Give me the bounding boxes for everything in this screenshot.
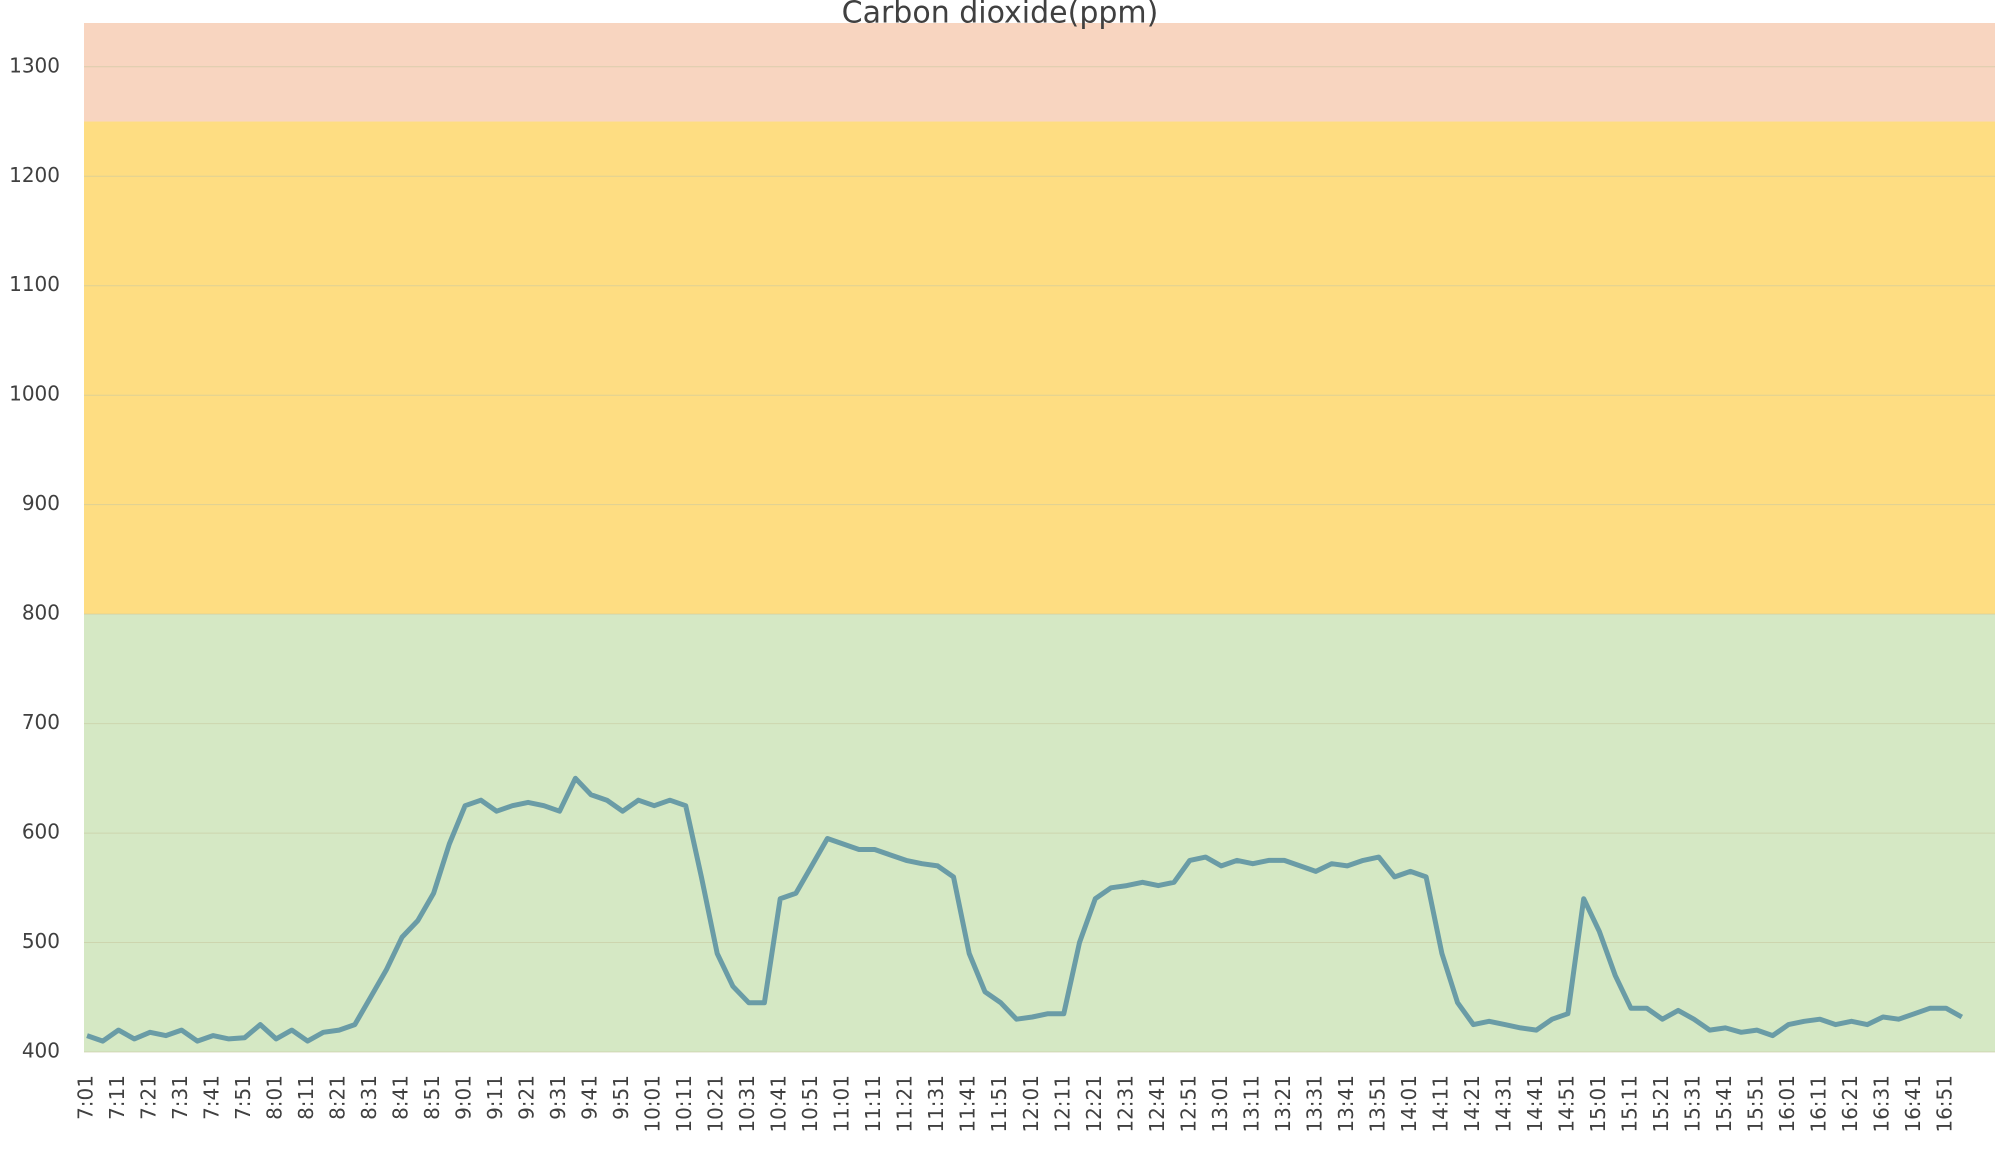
- y-tick-label: 1200: [9, 163, 60, 187]
- x-tick-label: 7:01: [74, 1075, 98, 1120]
- x-tick-label: 10:01: [641, 1075, 665, 1133]
- x-tick-label: 16:31: [1869, 1075, 1893, 1133]
- x-tick-label: 11:11: [861, 1075, 885, 1133]
- x-tick-label: 15:01: [1586, 1075, 1610, 1133]
- y-tick-label: 400: [22, 1039, 60, 1063]
- x-tick-label: 14:51: [1554, 1075, 1578, 1133]
- y-tick-label: 1100: [9, 272, 60, 296]
- x-tick-label: 7:11: [105, 1075, 129, 1120]
- y-tick-label: 700: [22, 710, 60, 734]
- band: [84, 23, 1995, 122]
- x-tick-label: 10:31: [735, 1075, 759, 1133]
- x-tick-label: 15:21: [1649, 1075, 1673, 1133]
- x-tick-label: 13:41: [1334, 1075, 1358, 1133]
- x-tick-label: 14:11: [1428, 1075, 1452, 1133]
- x-tick-label: 15:31: [1680, 1075, 1704, 1133]
- x-tick-label: 14:41: [1523, 1075, 1547, 1133]
- y-tick-label: 1000: [9, 382, 60, 406]
- x-tick-label: 11:01: [830, 1075, 854, 1133]
- x-tick-label: 8:51: [420, 1075, 444, 1120]
- band: [84, 121, 1995, 615]
- x-tick-label: 7:21: [137, 1075, 161, 1120]
- y-tick-label: 900: [22, 491, 60, 515]
- x-tick-label: 7:31: [168, 1075, 192, 1120]
- x-tick-label: 7:51: [231, 1075, 255, 1120]
- y-tick-label: 1300: [9, 53, 60, 77]
- x-tick-label: 7:41: [200, 1075, 224, 1120]
- x-tick-label: 8:11: [294, 1075, 318, 1120]
- x-tick-label: 9:21: [515, 1075, 539, 1120]
- x-tick-label: 8:41: [389, 1075, 413, 1120]
- x-tick-label: 12:21: [1082, 1075, 1106, 1133]
- x-tick-label: 8:01: [263, 1075, 287, 1120]
- x-tick-label: 12:31: [1113, 1075, 1137, 1133]
- x-tick-label: 9:11: [483, 1075, 507, 1120]
- x-tick-label: 16:41: [1901, 1075, 1925, 1133]
- x-tick-label: 12:01: [1019, 1075, 1043, 1133]
- x-tick-label: 15:51: [1743, 1075, 1767, 1133]
- x-tick-label: 15:11: [1617, 1075, 1641, 1133]
- x-tick-label: 14:31: [1491, 1075, 1515, 1133]
- data-line: [86, 775, 1964, 1044]
- x-tick-label: 11:31: [924, 1075, 948, 1133]
- x-tick-label: 9:51: [609, 1075, 633, 1120]
- y-tick-label: 800: [22, 601, 60, 625]
- x-tick-label: 15:41: [1712, 1075, 1736, 1133]
- x-tick-label: 12:11: [1050, 1075, 1074, 1133]
- x-tick-label: 9:01: [452, 1075, 476, 1120]
- x-tick-label: 10:41: [767, 1075, 791, 1133]
- x-tick-label: 13:21: [1271, 1075, 1295, 1133]
- y-tick-label: 600: [22, 820, 60, 844]
- x-tick-label: 8:21: [326, 1075, 350, 1120]
- x-tick-label: 13:31: [1302, 1075, 1326, 1133]
- chart-title: Carbon dioxide(ppm): [842, 0, 1159, 31]
- x-tick-label: 14:01: [1397, 1075, 1421, 1133]
- bands: [84, 23, 1995, 1052]
- x-tick-label: 12:41: [1145, 1075, 1169, 1133]
- x-tick-label: 13:11: [1239, 1075, 1263, 1133]
- x-tick-label: 14:21: [1460, 1075, 1484, 1133]
- x-tick-label: 16:51: [1933, 1075, 1957, 1133]
- x-tick-label: 9:41: [578, 1075, 602, 1120]
- x-tick-label: 8:31: [357, 1075, 381, 1120]
- x-tick-label: 16:11: [1806, 1075, 1830, 1133]
- x-tick-label: 11:51: [987, 1075, 1011, 1133]
- y-tick-label: 500: [22, 929, 60, 953]
- x-tick-label: 10:21: [704, 1075, 728, 1133]
- x-tick-label: 16:01: [1775, 1075, 1799, 1133]
- x-tick-label: 16:21: [1838, 1075, 1862, 1133]
- x-tick-label: 10:51: [798, 1075, 822, 1133]
- x-tick-label: 10:11: [672, 1075, 696, 1133]
- x-tick-label: 13:51: [1365, 1075, 1389, 1133]
- x-tick-label: 12:51: [1176, 1075, 1200, 1133]
- x-tick-label: 11:21: [893, 1075, 917, 1133]
- x-tick-label: 11:41: [956, 1075, 980, 1133]
- x-tick-label: 9:31: [546, 1075, 570, 1120]
- x-tick-label: 13:01: [1208, 1075, 1232, 1133]
